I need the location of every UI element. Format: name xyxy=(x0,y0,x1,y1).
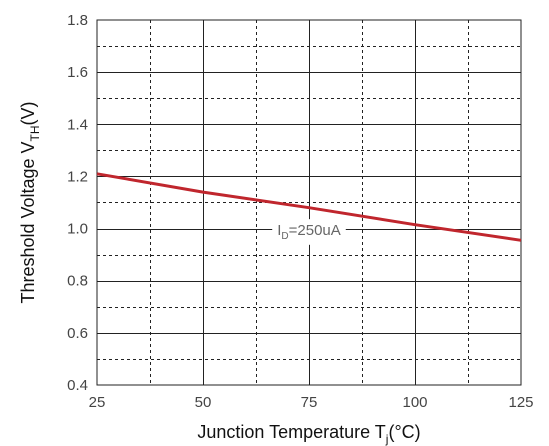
x-tick-label: 75 xyxy=(301,394,318,411)
y-tick-label: 1.6 xyxy=(67,64,88,81)
y-tick-labels: 0.4 0.6 0.8 1.0 1.2 1.4 1.6 1.8 xyxy=(67,12,88,394)
x-tick-label: 50 xyxy=(195,394,212,411)
y-tick-label: 1.2 xyxy=(67,168,88,185)
series-line xyxy=(96,172,522,242)
x-axis-title-subscript: j xyxy=(385,432,389,446)
annotation-background xyxy=(272,219,346,245)
y-axis-title-subscript: TH xyxy=(28,125,42,141)
plot-frame xyxy=(96,19,522,386)
annotation-main: I xyxy=(277,222,281,239)
annotation-label: ID=250uA xyxy=(277,222,341,242)
y-axis-title-main: Threshold Voltage V xyxy=(18,141,38,303)
x-tick-label: 125 xyxy=(508,394,533,411)
y-tick-label: 1.4 xyxy=(67,116,88,133)
x-axis-title-tail: (°C) xyxy=(388,422,420,442)
annotation-group: ID=250uA xyxy=(272,219,346,245)
x-tick-label: 100 xyxy=(402,394,427,411)
y-tick-label: 0.6 xyxy=(67,325,88,342)
x-tick-labels: 25 50 75 100 125 xyxy=(89,394,534,411)
y-axis-title: Threshold Voltage VTH(V) xyxy=(18,101,42,303)
y-tick-label: 0.4 xyxy=(67,377,88,394)
grid-lines xyxy=(97,20,521,385)
x-axis-title: Junction Temperature Tj(°C) xyxy=(197,422,420,446)
annotation-tail: =250uA xyxy=(289,222,341,239)
series-layer xyxy=(96,172,522,242)
y-axis-title-tail: (V) xyxy=(18,101,38,125)
y-tick-label: 1.8 xyxy=(67,12,88,29)
x-tick-label: 25 xyxy=(89,394,106,411)
x-axis-title-main: Junction Temperature T xyxy=(197,422,385,442)
annotation-subscript: D xyxy=(281,231,288,242)
y-tick-label: 0.8 xyxy=(67,273,88,290)
y-tick-label: 1.0 xyxy=(67,221,88,238)
